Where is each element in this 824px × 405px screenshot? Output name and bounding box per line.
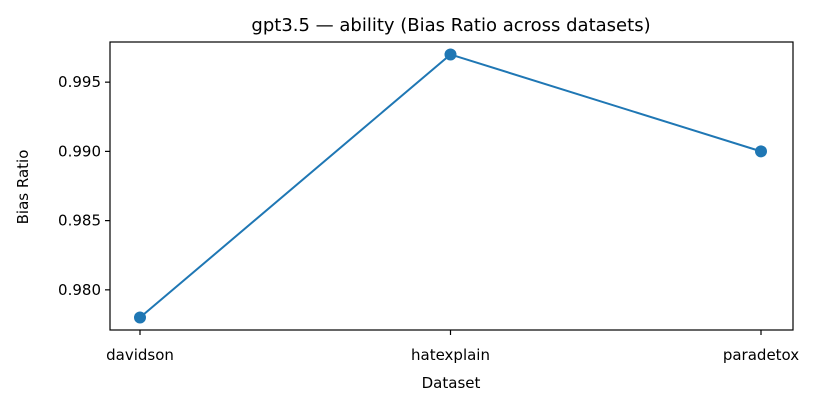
chart-title: gpt3.5 — ability (Bias Ratio across data… [251,15,650,36]
y-tick-label: 0.985 [58,212,101,230]
x-tick-label: paradetox [723,346,799,364]
x-tick-label: hatexplain [411,346,490,364]
plot-area [134,48,767,324]
plot-frame [109,41,794,331]
x-axis-label: Dataset [422,374,481,392]
series-line [139,53,762,319]
y-axis: 0.980 0.985 0.990 0.995 [58,73,110,299]
y-tick-label: 0.990 [58,142,101,160]
data-point-davidson [134,311,146,324]
y-tick-label: 0.980 [58,281,101,299]
x-axis: davidson hatexplain paradetox [106,330,799,364]
data-point-paradetox [755,145,767,158]
y-axis-label: Bias Ratio [14,150,32,225]
x-tick-label: davidson [106,346,174,364]
data-point-hatexplain [444,48,457,61]
y-tick-label: 0.995 [58,73,101,91]
